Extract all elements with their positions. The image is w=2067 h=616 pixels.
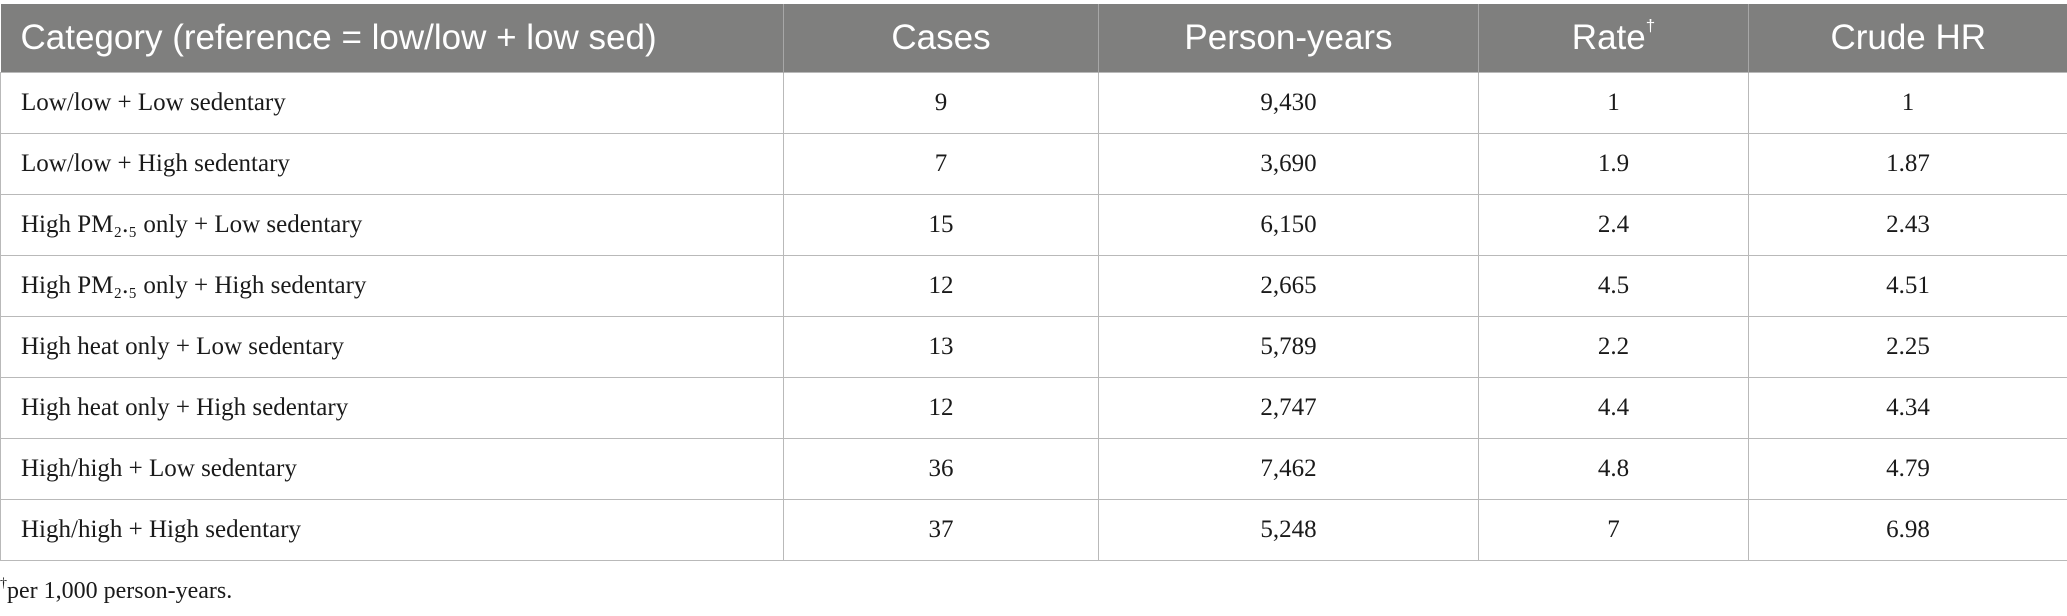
table-body: Low/low + Low sedentary 9 9,430 1 1 Low/… <box>0 72 2067 561</box>
cell-cases: 9 <box>783 72 1099 134</box>
header-crude-hr: Crude HR <box>1748 4 2067 73</box>
cell-cases: 12 <box>783 377 1099 439</box>
header-person-years: Person-years <box>1098 4 1479 73</box>
footnote-marker: † <box>0 576 7 591</box>
cell-person-years: 9,430 <box>1098 72 1479 134</box>
cell-cases: 37 <box>783 499 1099 561</box>
cell-cases: 12 <box>783 255 1099 317</box>
table-footnote: †per 1,000 person-years. <box>0 576 233 605</box>
table-row: High PM₂.₅ only + High sedentary 12 2,66… <box>0 255 2067 317</box>
cell-category: High heat only + Low sedentary <box>0 316 784 378</box>
header-row: Category (reference = low/low + low sed)… <box>0 4 2067 73</box>
cell-person-years: 5,248 <box>1098 499 1479 561</box>
header-cases: Cases <box>783 4 1099 73</box>
cell-person-years: 6,150 <box>1098 194 1479 256</box>
cell-cases: 15 <box>783 194 1099 256</box>
cell-category: High PM₂.₅ only + High sedentary <box>0 255 784 317</box>
data-table: Category (reference = low/low + low sed)… <box>0 4 2067 561</box>
cell-rate: 2.2 <box>1478 316 1749 378</box>
cell-person-years: 3,690 <box>1098 133 1479 195</box>
cell-category: High/high + High sedentary <box>0 499 784 561</box>
footnote-text: per 1,000 person-years. <box>7 578 233 604</box>
table-row: High PM₂.₅ only + Low sedentary 15 6,150… <box>0 194 2067 256</box>
cell-rate: 2.4 <box>1478 194 1749 256</box>
cell-person-years: 2,747 <box>1098 377 1479 439</box>
cell-category: Low/low + Low sedentary <box>0 72 784 134</box>
cell-rate: 4.8 <box>1478 438 1749 500</box>
table-row: Low/low + High sedentary 7 3,690 1.9 1.8… <box>0 133 2067 195</box>
cell-person-years: 5,789 <box>1098 316 1479 378</box>
cell-cases: 13 <box>783 316 1099 378</box>
cell-category: High PM₂.₅ only + Low sedentary <box>0 194 784 256</box>
cell-rate: 1 <box>1478 72 1749 134</box>
cell-crude-hr: 1 <box>1748 72 2067 134</box>
cell-crude-hr: 2.43 <box>1748 194 2067 256</box>
cell-rate: 4.5 <box>1478 255 1749 317</box>
cell-crude-hr: 6.98 <box>1748 499 2067 561</box>
cell-rate: 7 <box>1478 499 1749 561</box>
cell-crude-hr: 4.79 <box>1748 438 2067 500</box>
header-category: Category (reference = low/low + low sed) <box>0 4 784 73</box>
cell-category: High heat only + High sedentary <box>0 377 784 439</box>
cell-person-years: 2,665 <box>1098 255 1479 317</box>
cell-cases: 7 <box>783 133 1099 195</box>
cell-crude-hr: 4.34 <box>1748 377 2067 439</box>
data-table-container: Category (reference = low/low + low sed)… <box>0 4 2067 561</box>
cell-crude-hr: 4.51 <box>1748 255 2067 317</box>
cell-cases: 36 <box>783 438 1099 500</box>
cell-crude-hr: 2.25 <box>1748 316 2067 378</box>
table-header: Category (reference = low/low + low sed)… <box>0 4 2067 73</box>
cell-category: High/high + Low sedentary <box>0 438 784 500</box>
rate-footnote-marker: † <box>1645 16 1656 35</box>
cell-crude-hr: 1.87 <box>1748 133 2067 195</box>
cell-rate: 4.4 <box>1478 377 1749 439</box>
cell-rate: 1.9 <box>1478 133 1749 195</box>
header-rate-label: Rate <box>1571 18 1646 57</box>
table-row: High/high + High sedentary 37 5,248 7 6.… <box>0 499 2067 561</box>
table-row: High/high + Low sedentary 36 7,462 4.8 4… <box>0 438 2067 500</box>
table-row: Low/low + Low sedentary 9 9,430 1 1 <box>0 72 2067 134</box>
table-row: High heat only + Low sedentary 13 5,789 … <box>0 316 2067 378</box>
table-row: High heat only + High sedentary 12 2,747… <box>0 377 2067 439</box>
header-rate: Rate† <box>1478 4 1749 73</box>
cell-category: Low/low + High sedentary <box>0 133 784 195</box>
cell-person-years: 7,462 <box>1098 438 1479 500</box>
